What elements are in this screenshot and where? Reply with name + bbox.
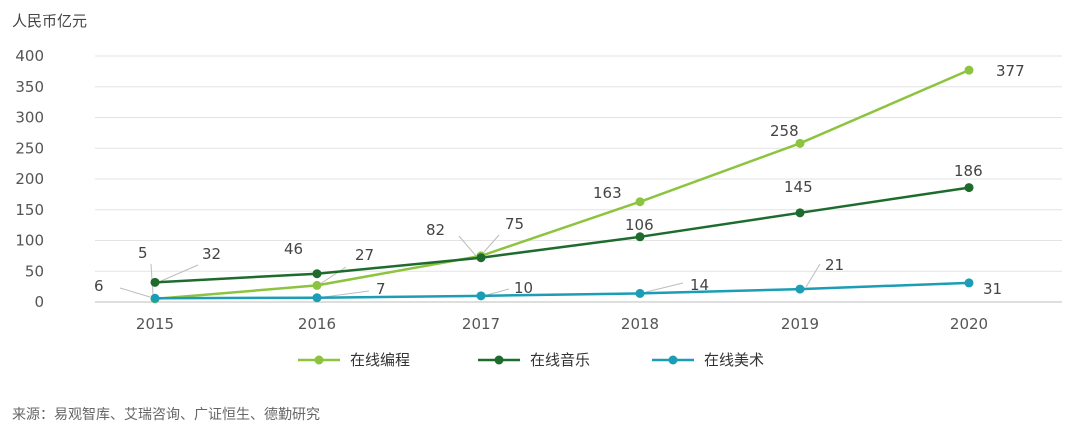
data-label: 31 [983,280,1002,298]
data-label: 163 [593,184,622,202]
data-labels: 5 27 75 163 258 377 32 46 82 106 145 186 6 7 10 14 21 31 [94,62,1025,298]
y-tick-label: 300 [15,109,44,127]
y-tick-label: 100 [15,232,44,250]
data-point [476,291,486,301]
series-line-1 [154,68,970,301]
data-point [476,253,486,263]
label-leader-line [319,266,347,285]
label-leader-line [805,263,821,288]
legend-label: 在线编程 [350,351,410,369]
y-tick-label: 0 [34,293,44,311]
x-axis-ticks: 2015 2016 2017 2018 2019 2020 [136,315,988,333]
data-point [795,284,805,294]
x-tick-label: 2017 [462,315,500,333]
data-label: 258 [770,122,799,140]
label-leader-line [323,290,370,298]
legend: 在线编程 在线音乐 在线美术 [298,351,764,369]
label-leader-line [160,264,199,282]
y-axis-ticks: 400 350 300 250 200 150 100 50 0 [15,47,44,311]
data-point [635,197,645,207]
x-tick-label: 2019 [781,315,819,333]
y-axis-unit-label: 人民币亿元 [12,12,87,30]
x-tick-label: 2015 [136,315,174,333]
data-point [795,208,805,218]
y-tick-label: 150 [15,201,44,219]
data-label: 186 [954,162,983,180]
data-point [795,138,805,148]
data-label: 75 [505,215,524,233]
series-points [150,65,974,304]
data-point [312,280,322,290]
series-line-3 [154,281,970,300]
data-label: 5 [138,244,148,262]
data-label: 32 [202,245,221,263]
data-point [964,278,974,288]
data-point [312,269,322,279]
data-label: 6 [94,277,104,295]
legend-swatch-point [668,355,678,365]
data-label: 82 [426,221,445,239]
data-label: 7 [376,280,386,298]
data-point [312,293,322,303]
data-label: 46 [284,240,303,258]
data-label: 145 [784,178,813,196]
data-point [635,232,645,242]
x-tick-label: 2018 [621,315,659,333]
data-point [964,183,974,193]
label-leader-lines [119,234,821,298]
y-tick-label: 200 [15,170,44,188]
data-label: 10 [514,279,533,297]
data-label: 106 [625,216,654,234]
data-point [150,277,160,287]
y-tick-label: 350 [15,78,44,96]
source-note: 来源：易观智库、艾瑞咨询、广证恒生、德勤研究 [12,407,320,423]
data-label: 377 [996,62,1025,80]
data-label: 14 [690,276,709,294]
data-point [964,65,974,75]
legend-label: 在线美术 [704,351,764,369]
label-leader-line [458,235,477,257]
data-point [635,288,645,298]
x-tick-label: 2020 [950,315,988,333]
legend-swatch-point [314,355,324,365]
data-point [150,293,160,303]
label-leader-line [645,282,684,293]
series-line-2 [154,186,970,284]
x-tick-label: 2016 [298,315,336,333]
y-tick-label: 50 [25,262,44,280]
y-tick-label: 250 [15,139,44,157]
data-label: 21 [825,256,844,274]
legend-swatch-point [494,355,504,365]
label-leader-line [119,287,151,298]
series-lines [154,68,970,301]
gridlines [95,55,1062,303]
y-tick-label: 400 [15,47,44,65]
label-leader-line [483,234,500,253]
legend-label: 在线音乐 [530,351,590,369]
data-label: 27 [355,246,374,264]
label-leader-line [486,288,510,296]
